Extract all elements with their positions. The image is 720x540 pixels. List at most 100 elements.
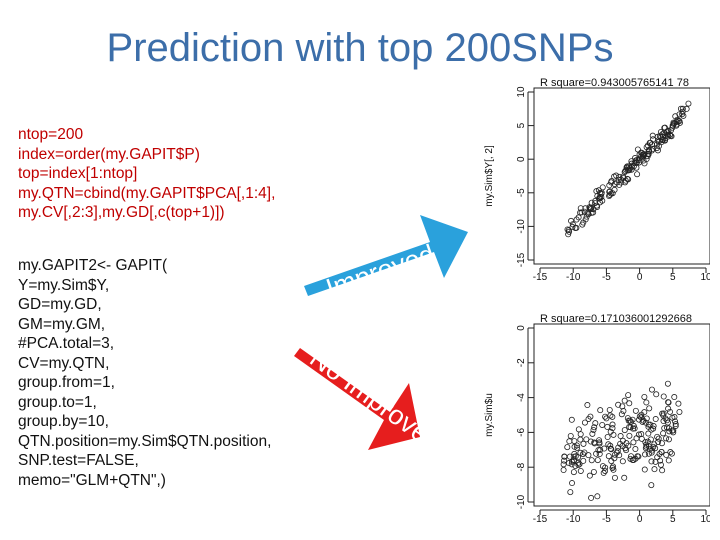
data-point xyxy=(577,436,584,443)
plot-title: R square=0.943005765141 78 xyxy=(540,77,689,89)
data-point xyxy=(623,166,630,173)
data-point xyxy=(665,457,672,464)
data-point xyxy=(630,425,637,432)
data-point xyxy=(679,105,686,112)
data-point xyxy=(577,467,584,474)
data-point xyxy=(672,418,679,425)
data-point xyxy=(579,451,586,458)
x-tick-label: -10 xyxy=(566,272,581,283)
data-point xyxy=(650,423,657,430)
plot-frame xyxy=(533,87,710,265)
y-axis-label: my.Sim$u xyxy=(484,393,495,437)
data-point xyxy=(619,443,626,450)
data-point xyxy=(676,119,683,126)
data-point xyxy=(683,105,690,112)
data-point xyxy=(575,426,582,433)
data-point xyxy=(560,461,567,468)
data-point xyxy=(589,430,596,437)
data-point xyxy=(654,147,661,154)
data-point xyxy=(596,437,603,444)
data-point xyxy=(666,428,673,435)
data-point xyxy=(580,440,587,447)
no-improve-arrow xyxy=(294,348,420,450)
data-point xyxy=(609,464,616,471)
data-point xyxy=(639,418,646,425)
data-point xyxy=(665,127,672,134)
data-point xyxy=(608,457,615,464)
data-point xyxy=(570,469,577,476)
data-point xyxy=(636,413,643,420)
data-point xyxy=(663,451,670,458)
data-point xyxy=(568,416,575,423)
data-point xyxy=(657,457,664,464)
data-point xyxy=(642,419,649,426)
data-point xyxy=(633,164,640,171)
data-point xyxy=(611,173,618,180)
data-point xyxy=(586,205,593,212)
data-point xyxy=(569,480,576,487)
y-tick-label: 10 xyxy=(516,86,527,98)
data-point xyxy=(608,446,615,453)
data-point xyxy=(623,164,630,171)
data-point xyxy=(561,457,568,464)
call-line: memo="GLM+QTN",) xyxy=(18,471,166,489)
plot-title: R square=0.171036001292668 xyxy=(540,313,692,325)
data-point xyxy=(577,205,584,212)
data-point xyxy=(661,425,668,432)
x-tick-label: -15 xyxy=(533,272,548,283)
x-tick-label: 5 xyxy=(670,514,676,525)
call-line: GM=my.GM, xyxy=(18,315,106,333)
data-point xyxy=(643,144,650,151)
data-point xyxy=(611,451,618,458)
y-tick-label: 0 xyxy=(516,325,527,331)
data-point xyxy=(569,458,576,465)
data-point xyxy=(660,412,667,419)
data-point xyxy=(588,494,595,501)
data-point xyxy=(606,193,613,200)
data-point xyxy=(672,421,679,428)
data-point xyxy=(564,444,571,451)
call-line: group.from=1, xyxy=(18,374,115,391)
data-point xyxy=(671,414,678,421)
data-point xyxy=(594,203,601,210)
data-point xyxy=(601,445,608,452)
data-point xyxy=(655,435,662,442)
data-point xyxy=(644,438,651,445)
setup-line: ntop=200 xyxy=(18,126,84,143)
data-point xyxy=(592,197,599,204)
y-tick-label: -2 xyxy=(516,358,527,367)
data-point xyxy=(602,467,609,474)
data-point xyxy=(606,191,613,198)
data-point xyxy=(582,205,589,212)
data-point xyxy=(676,408,683,415)
data-point xyxy=(603,415,610,422)
data-point xyxy=(579,221,586,228)
data-point xyxy=(560,467,567,474)
data-point xyxy=(592,420,599,427)
data-point xyxy=(622,167,629,174)
data-point xyxy=(623,447,630,454)
data-point xyxy=(566,453,573,460)
data-point xyxy=(619,458,626,465)
x-tick-label: -5 xyxy=(602,514,611,525)
data-point xyxy=(639,154,646,161)
call-line: Y=my.Sim$Y, xyxy=(18,276,110,294)
data-point xyxy=(607,442,614,449)
call-line: my.GAPIT2<- GAPIT( xyxy=(18,257,168,274)
data-point xyxy=(573,224,580,231)
data-point xyxy=(638,435,645,442)
data-point xyxy=(565,231,572,238)
data-point xyxy=(664,380,671,387)
data-point xyxy=(645,430,652,437)
data-point xyxy=(621,397,628,404)
data-point xyxy=(604,423,611,430)
y-tick-label: -8 xyxy=(516,462,527,471)
y-tick-label: 0 xyxy=(516,156,527,162)
call-line: #PCA.total=3, xyxy=(18,335,115,352)
data-point xyxy=(584,210,591,217)
scatter-plots: R square=0.943005765141 78 -15 -10 -5 0 5 10 my… xyxy=(484,77,710,525)
data-point xyxy=(595,447,602,454)
data-point xyxy=(627,417,634,424)
call-line: CV=my.QTN, xyxy=(18,354,110,372)
data-point xyxy=(680,112,687,119)
